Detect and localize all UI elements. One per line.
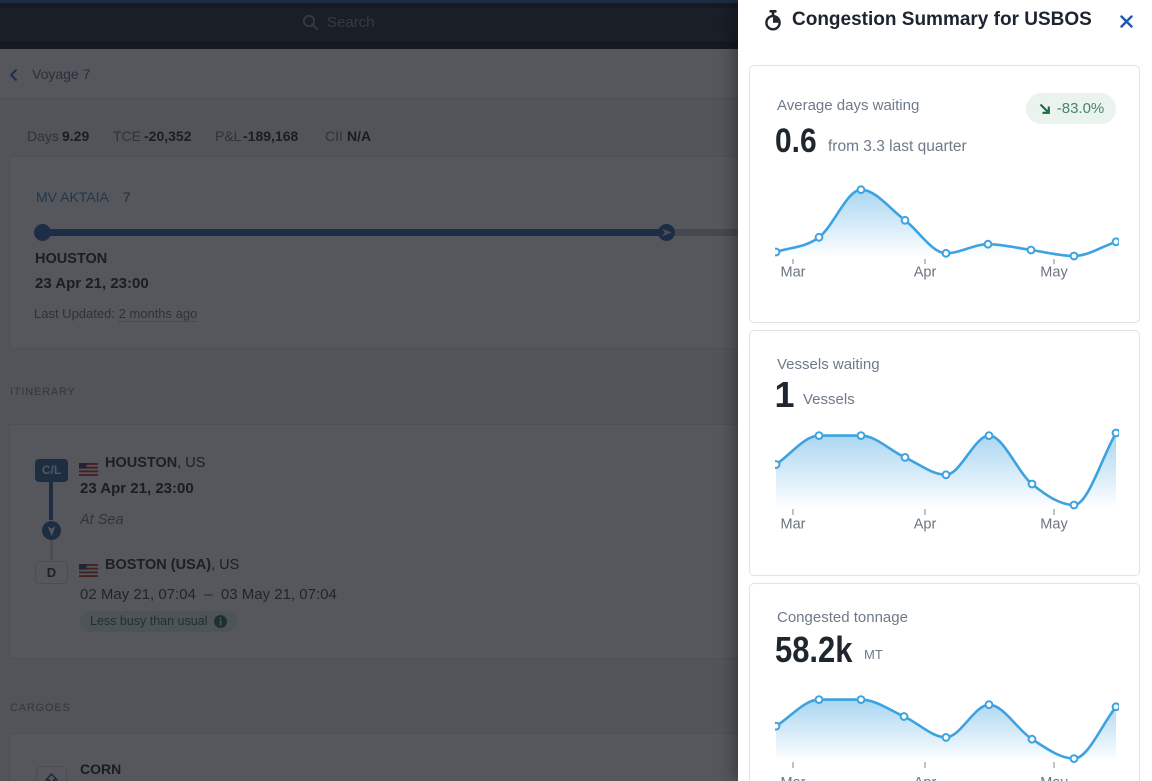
svg-text:Apr: Apr — [914, 265, 937, 281]
svg-text:Apr: Apr — [914, 775, 937, 781]
svg-text:Mar: Mar — [781, 517, 806, 533]
svg-text:Mar: Mar — [781, 775, 806, 781]
svg-text:May: May — [1040, 775, 1068, 781]
svg-text:Mar: Mar — [781, 265, 806, 281]
svg-text:Apr: Apr — [914, 517, 937, 533]
svg-text:May: May — [1040, 517, 1068, 533]
svg-text:May: May — [1040, 265, 1068, 281]
